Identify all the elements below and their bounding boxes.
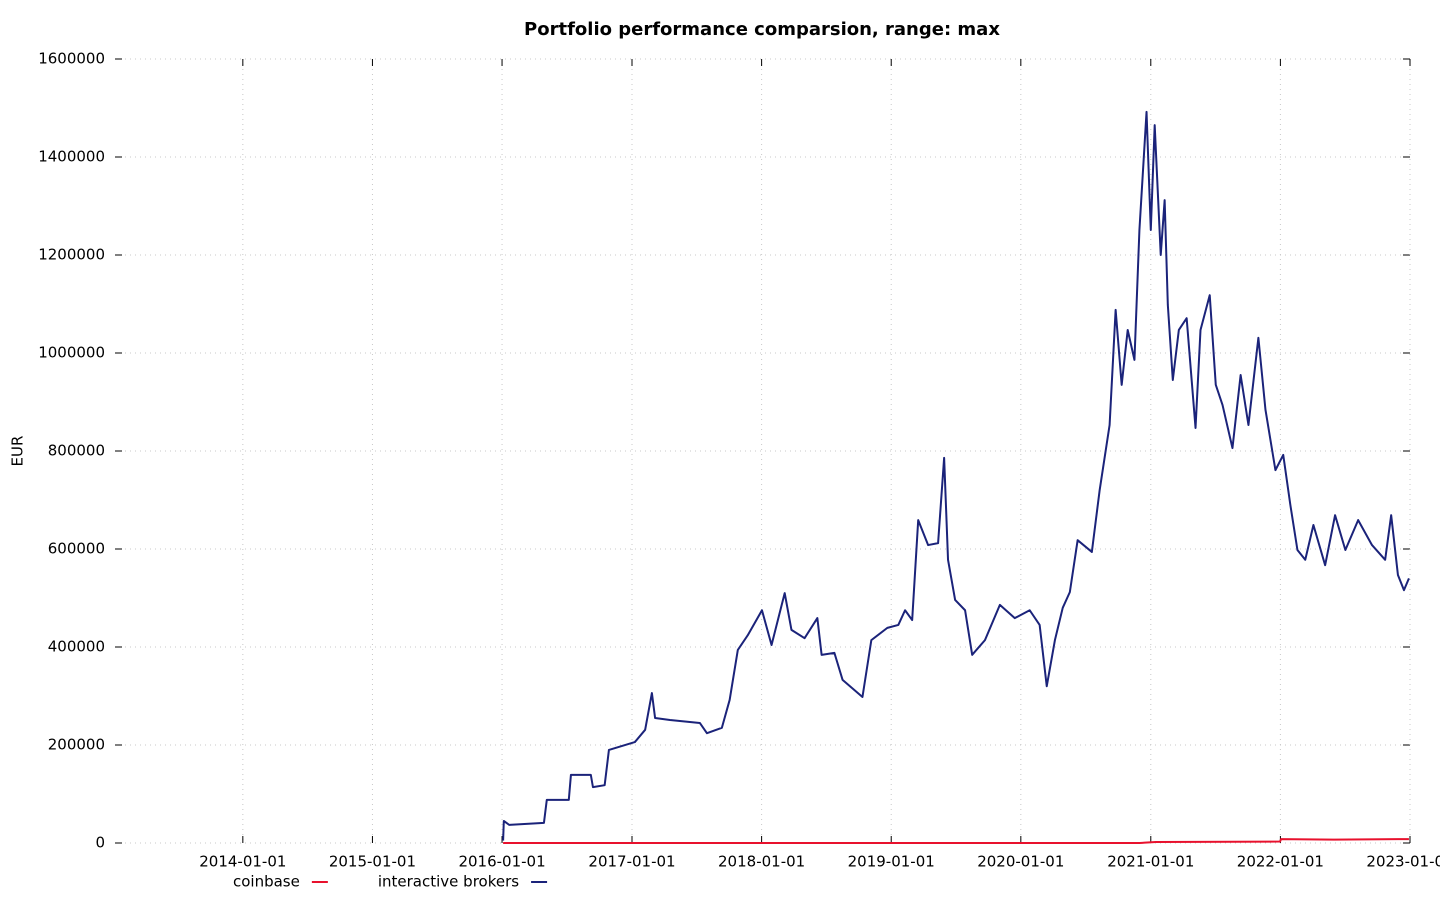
x-tick-label: 2015-01-01 bbox=[329, 853, 416, 871]
legend-label: interactive brokers bbox=[378, 873, 519, 891]
x-tick-label: 2018-01-01 bbox=[718, 853, 805, 871]
line-series bbox=[502, 110, 1410, 841]
x-tick-label: 2016-01-01 bbox=[458, 853, 545, 871]
y-tick-label: 1000000 bbox=[38, 344, 105, 362]
x-tick-label: 2020-01-01 bbox=[977, 853, 1064, 871]
x-tick-label: 2014-01-01 bbox=[199, 853, 286, 871]
x-tick-label: 2021-01-01 bbox=[1107, 853, 1194, 871]
y-axis-label: EUR bbox=[9, 436, 27, 467]
x-tick-label: 2019-01-01 bbox=[848, 853, 935, 871]
y-tick-label: 0 bbox=[95, 834, 105, 852]
chart-title: Portfolio performance comparsion, range:… bbox=[524, 19, 1000, 40]
line-series bbox=[503, 838, 1409, 844]
y-tick-label: 800000 bbox=[48, 442, 105, 460]
x-tick-label: 2017-01-01 bbox=[588, 853, 675, 871]
y-tick-label: 1600000 bbox=[38, 50, 105, 68]
legend-label: coinbase bbox=[233, 873, 300, 891]
x-tick-label: 2022-01-01 bbox=[1237, 853, 1324, 871]
y-tick-label: 1200000 bbox=[38, 246, 105, 264]
y-tick-label: 600000 bbox=[48, 540, 105, 558]
y-tick-label: 200000 bbox=[48, 736, 105, 754]
y-tick-label: 400000 bbox=[48, 638, 105, 656]
y-tick-label: 1400000 bbox=[38, 148, 105, 166]
x-tick-label: 2023-01-01 bbox=[1366, 853, 1440, 871]
